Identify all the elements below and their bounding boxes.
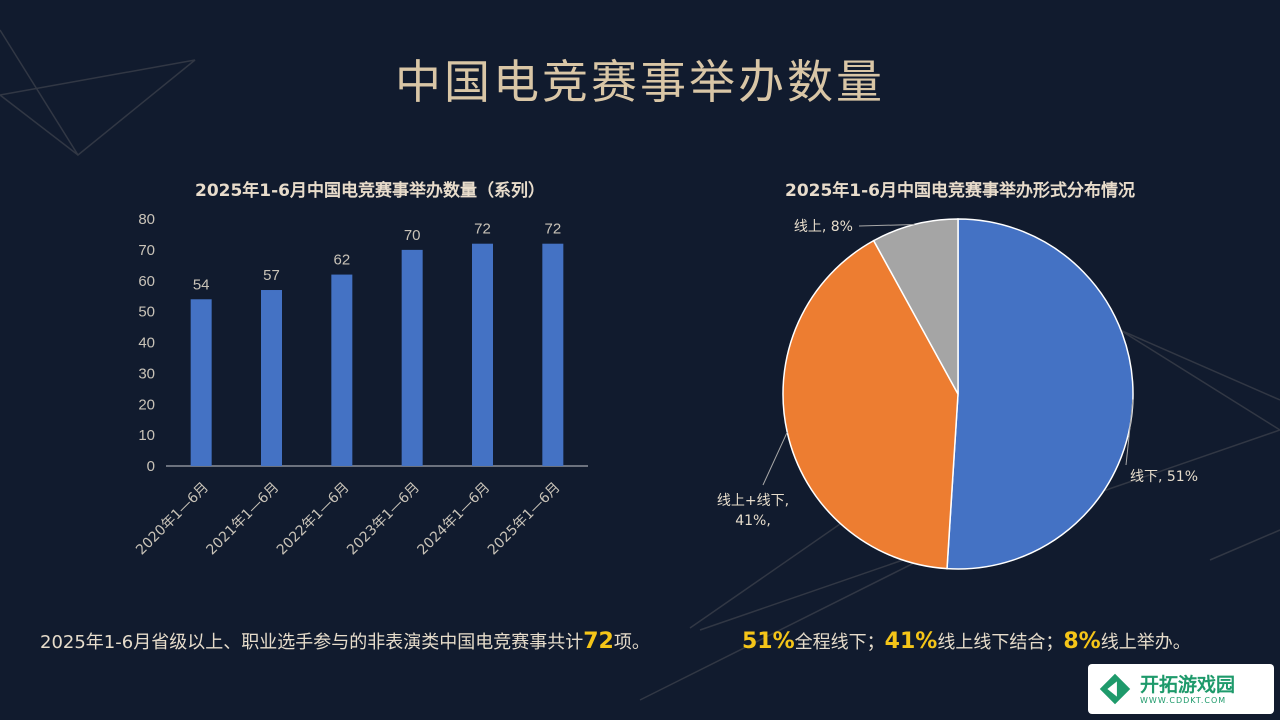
leaf-logo-icon xyxy=(1099,673,1131,705)
caption-total-events: 2025年1-6月省级以上、职业选手参与的非表演类中国电竞赛事共计72项。 xyxy=(40,628,650,654)
pie-leader-line xyxy=(1125,399,1134,466)
bar xyxy=(331,274,353,466)
bar-data-label: 72 xyxy=(474,221,491,238)
bar xyxy=(261,290,282,466)
pie-leader-line xyxy=(762,431,788,486)
y-tick-label: 0 xyxy=(147,458,155,475)
caption-left-prefix: 2025年1-6月省级以上、职业选手参与的非表演类中国电竞赛事共计 xyxy=(40,632,584,653)
y-tick-label: 20 xyxy=(138,396,155,413)
caption-distribution: 51%全程线下；41%线上线下结合；8%线上举办。 xyxy=(742,628,1191,654)
caption-offline-percent: 51% xyxy=(742,629,795,654)
bar xyxy=(472,243,493,466)
bar-data-label: 70 xyxy=(404,227,421,244)
y-tick-label: 40 xyxy=(138,335,155,352)
y-tick-label: 30 xyxy=(138,365,155,382)
watermark-url: WWW.CDDKT.COM xyxy=(1140,695,1227,705)
pie-slice xyxy=(946,218,1134,570)
pie-slice xyxy=(872,218,959,395)
bar-data-label: 72 xyxy=(544,221,561,238)
bar-data-label: 62 xyxy=(333,252,350,269)
caption-left-highlight: 72 xyxy=(583,629,614,654)
bar-data-label: 57 xyxy=(263,267,280,284)
y-tick-label: 80 xyxy=(138,211,155,228)
bar xyxy=(542,243,564,466)
bar xyxy=(401,249,423,466)
caption-mixed-text: 线上线下结合； xyxy=(937,632,1064,653)
caption-online-percent: 8% xyxy=(1063,629,1101,654)
pie-label: 线下, 51% xyxy=(1130,469,1198,485)
watermark-logo: 开拓游戏园 WWW.CDDKT.COM xyxy=(1088,664,1274,714)
y-tick-label: 60 xyxy=(138,273,155,290)
y-tick-label: 50 xyxy=(138,304,155,321)
y-tick-label: 70 xyxy=(138,242,155,259)
caption-mixed-percent: 41% xyxy=(884,629,938,654)
page-title: 中国电竞赛事举办数量 xyxy=(395,55,885,109)
bar-chart-title: 2025年1-6月中国电竞赛事举办数量（系列） xyxy=(194,181,546,201)
pie-chart-title: 2025年1-6月中国电竞赛事举办形式分布情况 xyxy=(784,181,1136,201)
pie-label: 线上, 8% xyxy=(794,219,853,235)
caption-offline-text: 全程线下； xyxy=(794,632,885,653)
pie-label: 线上+线下, 41%, xyxy=(717,493,789,529)
caption-online-text: 线上举办。 xyxy=(1100,632,1191,653)
caption-left-suffix: 项。 xyxy=(613,632,650,653)
bar xyxy=(190,299,212,466)
watermark-name: 开拓游戏园 xyxy=(1140,673,1236,696)
pie-slice xyxy=(782,239,959,570)
bar-data-label: 54 xyxy=(193,276,210,293)
pie-leader-line xyxy=(858,223,915,227)
y-tick-label: 10 xyxy=(138,427,155,444)
